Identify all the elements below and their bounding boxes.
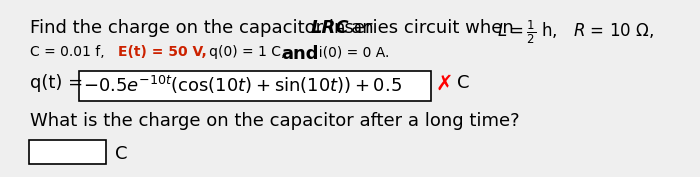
FancyBboxPatch shape [29, 140, 106, 164]
Text: ✗: ✗ [436, 74, 454, 94]
Text: C = 0.01 f,: C = 0.01 f, [30, 45, 118, 59]
Text: C: C [115, 145, 127, 163]
Text: q(0) = 1 C,: q(0) = 1 C, [196, 45, 294, 59]
Text: LRC: LRC [311, 19, 349, 37]
Text: $-0.5e^{-10t}(\cos(10t) + \sin(10t)) + 0.5$: $-0.5e^{-10t}(\cos(10t) + \sin(10t)) + 0… [83, 74, 402, 96]
Text: What is the charge on the capacitor after a long time?: What is the charge on the capacitor afte… [30, 112, 519, 130]
Text: C: C [457, 74, 470, 92]
Text: and: and [281, 45, 318, 63]
Text: $L = \frac{1}{2}$ h,   $R$ = 10 Ω,: $L = \frac{1}{2}$ h, $R$ = 10 Ω, [497, 19, 654, 46]
Text: E(t) = 50 V,: E(t) = 50 V, [118, 45, 206, 59]
Text: -series circuit when: -series circuit when [338, 19, 519, 37]
Text: Find the charge on the capacitor in an: Find the charge on the capacitor in an [30, 19, 379, 37]
Text: q(t) =: q(t) = [30, 74, 89, 92]
FancyBboxPatch shape [79, 71, 431, 101]
Text: i(0) = 0 A.: i(0) = 0 A. [310, 45, 389, 59]
